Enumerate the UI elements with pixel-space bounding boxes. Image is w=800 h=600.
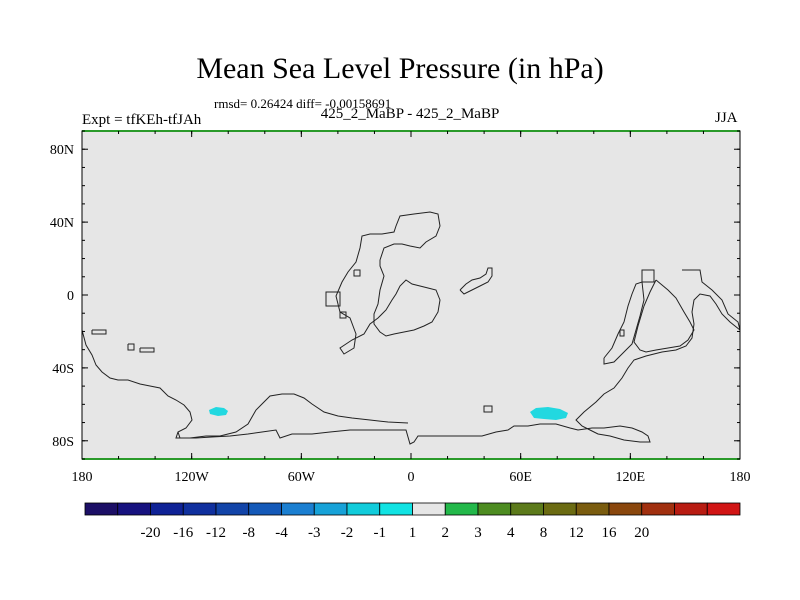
colorbar-swatch — [313, 502, 348, 516]
colorbar-swatch — [641, 502, 675, 516]
colorbar — [84, 502, 741, 516]
x-tick-label: 0 — [408, 470, 415, 485]
colorbar-label: -12 — [206, 525, 226, 541]
chart-title: Mean Sea Level Pressure (in hPa) — [196, 52, 604, 85]
colorbar-label: 3 — [474, 525, 482, 541]
y-tick-label: 0 — [67, 289, 74, 304]
colorbar-swatch — [84, 502, 119, 516]
anomaly-patch-south-pacific — [209, 407, 228, 416]
colorbar-label: 12 — [569, 525, 584, 541]
colorbar-swatch — [674, 502, 708, 516]
axis-ticks — [81, 130, 741, 460]
colorbar-label: 4 — [507, 525, 515, 541]
subtitle: 425_2_MaBP - 425_2_MaBP — [320, 106, 500, 122]
colorbar-swatch — [477, 502, 512, 516]
x-tick-label: 120E — [616, 470, 646, 485]
colorbar-swatch — [543, 502, 577, 516]
y-tick-label: 40N — [50, 216, 74, 231]
x-axis-labels: 180 120W 60W 0 60E 120E 180 — [72, 470, 751, 485]
x-tick-label: 60E — [509, 470, 532, 485]
colorbar-swatch — [379, 502, 413, 516]
experiment-label: Expt = tfKEh-tfJAh — [82, 112, 202, 128]
colorbar-label: 2 — [442, 525, 450, 541]
colorbar-swatch — [412, 502, 446, 516]
colorbar-label: -2 — [341, 525, 354, 541]
colorbar-label: -3 — [308, 525, 321, 541]
anomaly-patches — [209, 407, 568, 420]
colorbar-label: 1 — [409, 525, 417, 541]
colorbar-swatch — [281, 502, 315, 516]
stats-label: rmsd= 0.26424 diff= -0.00158691 — [214, 96, 392, 111]
colorbar-label: -4 — [275, 525, 288, 541]
colorbar-swatch — [117, 502, 151, 516]
colorbar-swatch — [182, 502, 217, 516]
season-label: JJA — [715, 110, 738, 126]
x-tick-label: 180 — [72, 470, 93, 485]
colorbar-swatch — [150, 502, 184, 516]
colorbar-label: -16 — [173, 525, 193, 541]
colorbar-label: 16 — [602, 525, 618, 541]
colorbar-swatch — [510, 502, 544, 516]
y-tick-label: 80S — [52, 435, 74, 450]
colorbar-label: -8 — [243, 525, 256, 541]
colorbar-swatch — [608, 502, 643, 516]
y-tick-label: 40S — [52, 362, 74, 377]
x-tick-label: 120W — [175, 470, 210, 485]
x-tick-label: 180 — [730, 470, 751, 485]
colorbar-swatch — [706, 502, 741, 516]
colorbar-swatch — [346, 502, 381, 516]
coastline — [81, 211, 741, 445]
colorbar-label: 20 — [634, 525, 649, 541]
map-background — [82, 131, 740, 459]
colorbar-swatch — [575, 502, 610, 516]
colorbar-label: 8 — [540, 525, 548, 541]
colorbar-labels: -20 -16 -12 -8 -4 -3 -2 -1 1 2 3 4 8 12 16 20 — [141, 525, 650, 541]
colorbar-swatch — [248, 502, 282, 516]
colorbar-label: -1 — [374, 525, 387, 541]
colorbar-swatch — [215, 502, 250, 516]
anomaly-patch-indian-ocean — [530, 407, 568, 420]
colorbar-label: -20 — [141, 525, 161, 541]
y-axis-labels: 80N 40N 0 40S 80S — [50, 143, 74, 450]
colorbar-swatch — [444, 502, 479, 516]
y-tick-label: 80N — [50, 143, 74, 158]
x-tick-label: 60W — [288, 470, 316, 485]
